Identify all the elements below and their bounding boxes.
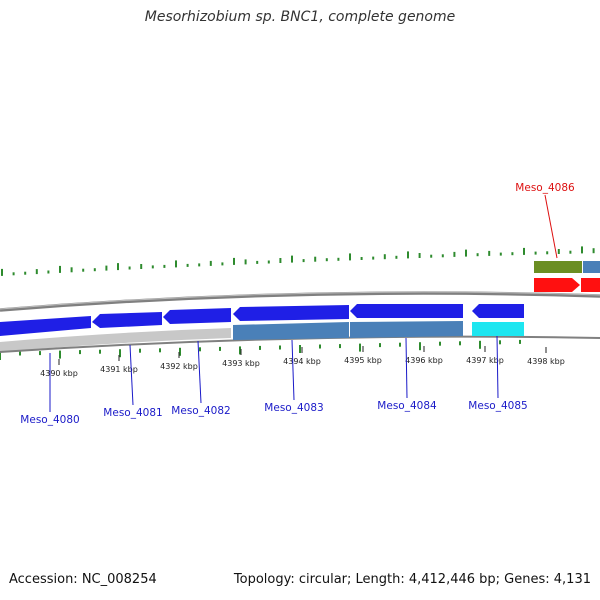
gc-skew-track — [0, 246, 595, 360]
kbp-tick-label: 4392 kbp — [160, 362, 198, 371]
gene-labels: Meso_4080 Meso_4081 Meso_4082 Meso_4083 Meso… — [20, 182, 575, 426]
gene-leader-line — [291, 339, 295, 401]
steel-band-right — [583, 261, 600, 273]
gene-label-meso-4086[interactable]: Meso_4086 — [515, 182, 575, 194]
gene-leader-line — [544, 194, 558, 259]
kbp-tick-label: 4395 kbp — [344, 356, 382, 365]
gene-arrow-meso-4085 — [472, 304, 524, 318]
gene-arrow-meso-4081 — [92, 312, 162, 328]
kbp-tick-label: 4394 kbp — [283, 357, 321, 366]
gene-label-meso-4084[interactable]: Meso_4084 — [377, 400, 437, 412]
secondary-gene-track — [233, 321, 524, 340]
accession-text: Accession: NC_008254 — [9, 572, 157, 587]
gene-label-meso-4081[interactable]: Meso_4081 — [103, 407, 162, 419]
genome-summary-text: Topology: circular; Length: 4,412,446 bp… — [233, 572, 591, 587]
forward-gene-track — [0, 304, 524, 336]
gene-leader-line — [496, 335, 499, 399]
steel-band-2 — [350, 321, 463, 338]
gene-leader-line — [405, 337, 408, 399]
map-title: Mesorhizobium sp. BNC1, complete genome — [144, 9, 456, 25]
gene-label-meso-4085[interactable]: Meso_4085 — [468, 400, 527, 412]
steel-band-1 — [233, 322, 349, 340]
kbp-tick-label: 4396 kbp — [405, 356, 443, 365]
gene-leader-line — [197, 340, 202, 404]
gene-arrow-meso-4083 — [233, 305, 349, 321]
gene-arrow-meso-4082 — [163, 308, 231, 324]
gene-arrow-meso-4084 — [350, 304, 463, 318]
right-gene-track — [534, 261, 600, 292]
cyan-band — [472, 322, 524, 336]
kbp-scale: 4390 kbp 4391 kbp 4392 kbp 4393 kbp 4394 kbp… — [40, 346, 565, 378]
kbp-tick-label: 4390 kbp — [40, 369, 78, 378]
gray-gene-band — [0, 328, 231, 352]
kbp-tick-label: 4391 kbp — [100, 365, 138, 374]
backbone-outer-highlight — [0, 291, 600, 310]
gene-label-meso-4080[interactable]: Meso_4080 — [20, 414, 79, 426]
gene-arrow-meso-4080 — [0, 316, 91, 336]
kbp-tick-label: 4393 kbp — [222, 359, 260, 368]
gene-label-meso-4083[interactable]: Meso_4083 — [264, 402, 323, 414]
gene-arrow-meso-4086 — [534, 278, 580, 292]
olive-band — [534, 261, 582, 273]
red-band-right — [581, 278, 600, 292]
kbp-tick-label: 4397 kbp — [466, 356, 504, 365]
gene-leader-line — [129, 344, 134, 406]
kbp-tick-label: 4398 kbp — [527, 357, 565, 366]
gene-label-meso-4082[interactable]: Meso_4082 — [171, 405, 230, 417]
backbone-outer — [0, 291, 600, 312]
